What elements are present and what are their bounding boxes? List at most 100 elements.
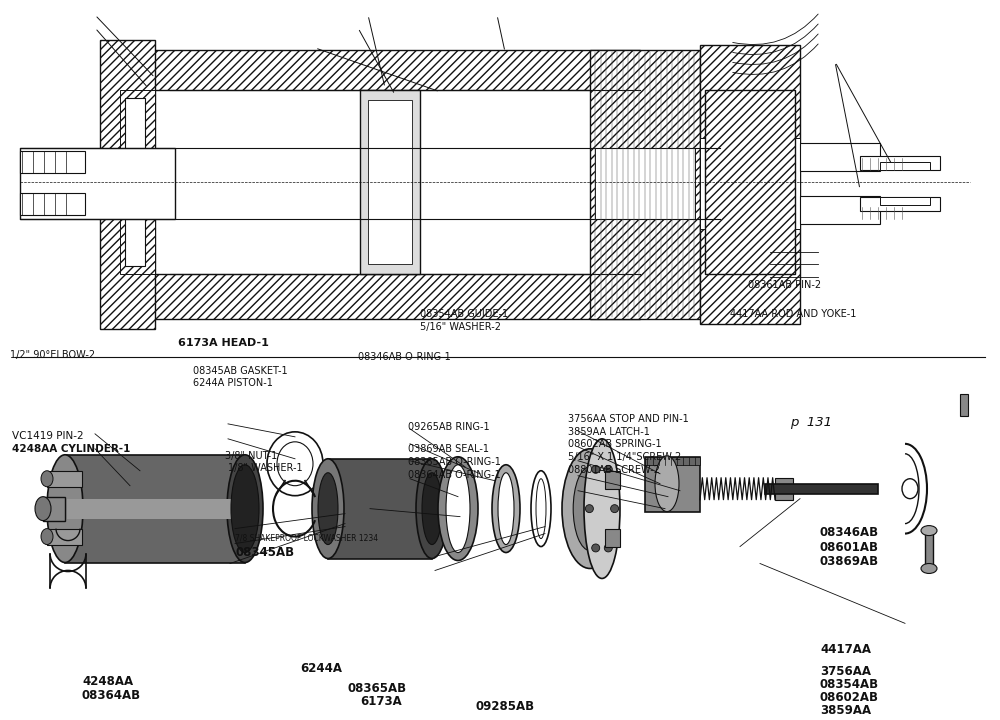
Text: 5/16" X 1 1/4"SCREW-2: 5/16" X 1 1/4"SCREW-2 <box>568 452 681 462</box>
Text: 6244A PISTON-1: 6244A PISTON-1 <box>193 379 273 388</box>
Bar <box>605 471 620 489</box>
Text: 08345AB GASKET-1: 08345AB GASKET-1 <box>193 366 288 377</box>
Text: 3756AA STOP AND PIN-1: 3756AA STOP AND PIN-1 <box>568 413 689 423</box>
Bar <box>605 528 620 546</box>
Text: 09265AB RING-1: 09265AB RING-1 <box>408 422 490 432</box>
Bar <box>100 40 155 329</box>
Bar <box>960 394 968 416</box>
Bar <box>700 45 800 324</box>
Bar <box>700 138 800 230</box>
Bar <box>880 161 930 169</box>
Ellipse shape <box>531 471 551 546</box>
Bar <box>125 98 145 266</box>
Text: 6173A: 6173A <box>360 695 402 708</box>
Text: 6244A: 6244A <box>300 662 342 675</box>
Bar <box>20 151 85 173</box>
Bar <box>368 100 412 264</box>
Bar <box>595 148 695 220</box>
Text: 08365AB: 08365AB <box>348 682 407 696</box>
Text: 3/8" NUT-1: 3/8" NUT-1 <box>225 451 277 461</box>
Bar <box>120 90 155 274</box>
Ellipse shape <box>921 526 937 536</box>
Bar <box>47 528 82 544</box>
Ellipse shape <box>584 438 620 578</box>
Ellipse shape <box>41 471 53 487</box>
Text: 08346AB: 08346AB <box>820 526 879 539</box>
Bar <box>880 197 930 205</box>
Text: 08602AB: 08602AB <box>820 690 879 704</box>
Bar <box>705 90 795 274</box>
Bar <box>925 528 933 569</box>
Ellipse shape <box>35 497 51 521</box>
Ellipse shape <box>604 465 612 473</box>
Text: 08361AB PIN-2: 08361AB PIN-2 <box>748 280 821 290</box>
Ellipse shape <box>573 467 607 551</box>
Ellipse shape <box>312 459 344 559</box>
Text: 08354AB GUIDE-1: 08354AB GUIDE-1 <box>420 309 508 319</box>
Text: 08354AB: 08354AB <box>820 678 879 691</box>
Ellipse shape <box>592 465 600 473</box>
Text: 08365AB O-RING-1: 08365AB O-RING-1 <box>408 457 501 467</box>
Bar <box>590 50 700 319</box>
Text: 03869AB: 03869AB <box>820 555 879 568</box>
Text: 3756AA: 3756AA <box>820 665 871 678</box>
Bar <box>20 148 175 220</box>
Text: 08602AB SPRING-1: 08602AB SPRING-1 <box>568 439 662 449</box>
Ellipse shape <box>267 432 323 495</box>
Ellipse shape <box>227 455 263 562</box>
Ellipse shape <box>231 465 259 552</box>
Text: 4417AA ROD AND YOKE-1: 4417AA ROD AND YOKE-1 <box>730 309 856 319</box>
Text: 08601AB: 08601AB <box>820 541 879 554</box>
Text: 08364AB: 08364AB <box>82 689 141 703</box>
Ellipse shape <box>655 456 679 512</box>
Bar <box>765 484 878 494</box>
Bar <box>67 499 243 518</box>
Ellipse shape <box>592 544 600 552</box>
Bar <box>800 143 880 171</box>
Text: 08801AB SCREW-2: 08801AB SCREW-2 <box>568 465 660 475</box>
Bar <box>860 197 940 212</box>
Text: VC1419 PIN-2: VC1419 PIN-2 <box>12 431 84 441</box>
Text: 3859AA: 3859AA <box>820 703 871 716</box>
Bar <box>135 274 640 319</box>
Text: 4248AA CYLINDER-1: 4248AA CYLINDER-1 <box>12 444 130 454</box>
Bar <box>20 193 85 215</box>
Ellipse shape <box>562 449 618 569</box>
Text: 5/16" WASHER-2: 5/16" WASHER-2 <box>420 322 501 332</box>
Ellipse shape <box>921 564 937 573</box>
Text: 1/2" 90°ELBOW-2: 1/2" 90°ELBOW-2 <box>10 351 95 361</box>
Text: 08346AB O-RING-1: 08346AB O-RING-1 <box>358 352 451 362</box>
Text: 4248AA: 4248AA <box>82 675 133 688</box>
Text: p  131: p 131 <box>790 416 832 430</box>
Ellipse shape <box>277 442 313 486</box>
Bar <box>65 455 245 562</box>
Ellipse shape <box>41 528 53 544</box>
Text: 6173A HEAD-1: 6173A HEAD-1 <box>178 338 269 348</box>
Text: 1/8" WASHER-1: 1/8" WASHER-1 <box>228 463 303 473</box>
Bar <box>43 497 65 521</box>
Bar <box>775 478 793 500</box>
Text: 4417AA: 4417AA <box>820 644 871 657</box>
Bar <box>645 456 700 512</box>
Ellipse shape <box>902 479 918 499</box>
Bar <box>800 197 880 225</box>
Bar <box>47 471 82 487</box>
Bar <box>135 50 640 90</box>
Bar <box>860 156 940 169</box>
Text: 03869AB SEAL-1: 03869AB SEAL-1 <box>408 444 489 454</box>
Text: 09285AB: 09285AB <box>476 700 535 713</box>
Ellipse shape <box>422 473 442 544</box>
Ellipse shape <box>585 505 593 513</box>
Text: 7/8 SHAKEPROOF LOCKWASHER 1234: 7/8 SHAKEPROOF LOCKWASHER 1234 <box>235 534 378 543</box>
Text: 08345AB: 08345AB <box>235 546 294 559</box>
Bar <box>645 456 700 465</box>
Text: 3859AA LATCH-1: 3859AA LATCH-1 <box>568 426 650 436</box>
Ellipse shape <box>498 473 514 544</box>
Text: 08364AB O-RING-1: 08364AB O-RING-1 <box>408 470 501 480</box>
Ellipse shape <box>604 544 612 552</box>
Ellipse shape <box>536 479 546 539</box>
Ellipse shape <box>446 465 470 552</box>
Bar <box>328 459 432 559</box>
Ellipse shape <box>416 459 448 559</box>
Bar <box>360 90 420 274</box>
